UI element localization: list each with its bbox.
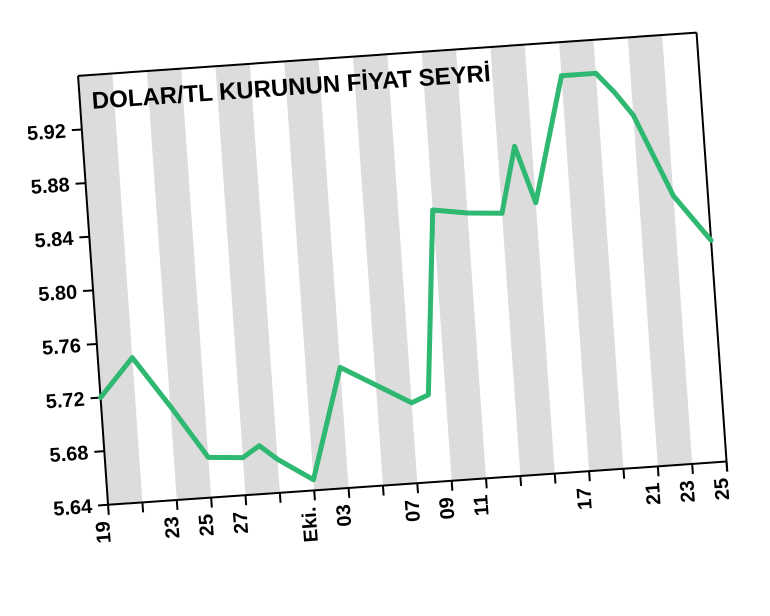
x-axis-label: 09 <box>436 496 459 520</box>
y-axis-label: 5.68 <box>49 442 89 467</box>
x-axis-label: 07 <box>401 499 424 523</box>
x-axis-label: 11 <box>470 494 493 517</box>
x-axis-label: 25 <box>711 477 734 501</box>
y-axis-label: 5.80 <box>38 281 78 306</box>
y-axis-label: 5.64 <box>53 496 94 521</box>
x-axis-label: 03 <box>333 504 356 528</box>
x-axis-label: 23 <box>161 516 184 540</box>
y-axis-label: 5.84 <box>34 228 75 253</box>
x-axis-label: Eki. <box>298 506 322 543</box>
y-axis-label: 5.88 <box>30 174 70 199</box>
chart-svg: 5.64 5.68 5.72 5.76 5.80 5.84 5.88 5.92 19 23 25 27… <box>0 0 770 616</box>
x-axis-label: 27 <box>230 511 253 535</box>
x-axis-label: 21 <box>642 482 665 506</box>
y-axis-label: 5.76 <box>41 335 81 360</box>
y-axis-label: 5.72 <box>45 389 85 414</box>
x-axis-label: 23 <box>676 480 699 504</box>
x-axis-label: 25 <box>195 513 218 537</box>
x-axis-label: 19 <box>92 520 115 544</box>
y-axis-label: 5.92 <box>26 121 66 146</box>
chart-container: 5.64 5.68 5.72 5.76 5.80 5.84 5.88 5.92 19 23 25 27… <box>0 0 770 616</box>
x-axis-label: 17 <box>573 487 596 511</box>
